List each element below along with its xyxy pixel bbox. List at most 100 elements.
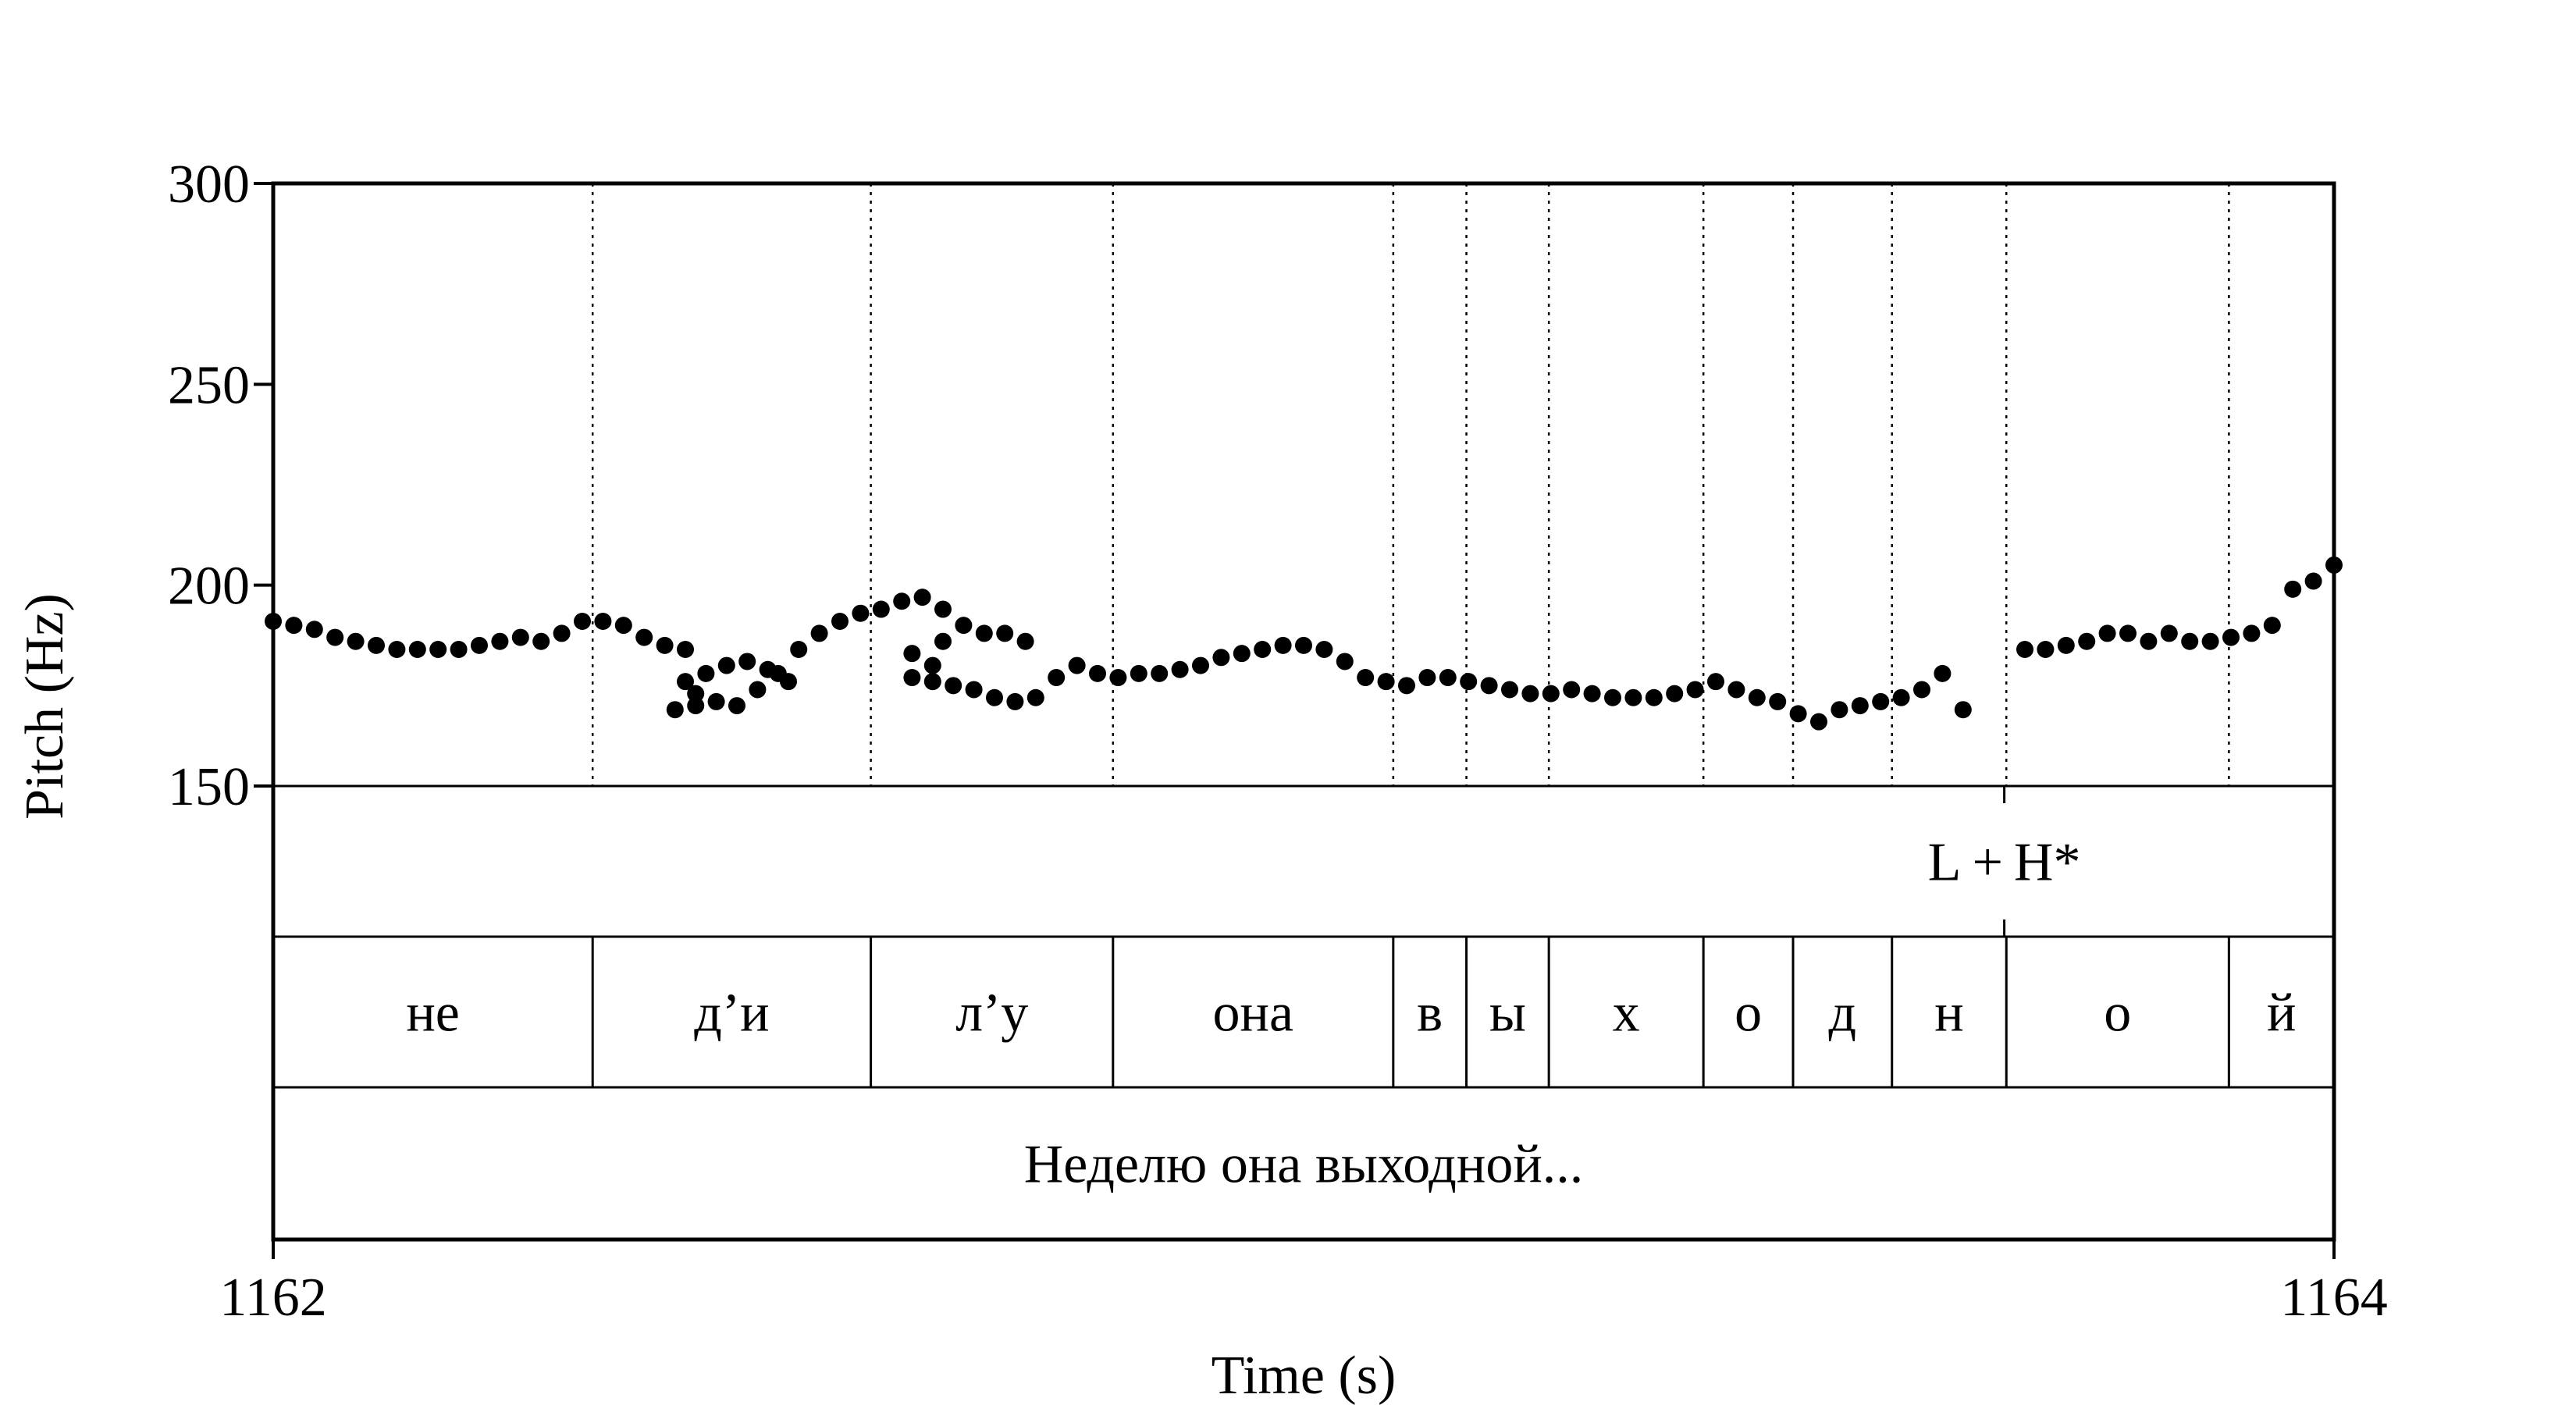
pitch-point: [872, 600, 890, 618]
pitch-point: [738, 653, 756, 670]
pitch-point: [707, 692, 725, 710]
pitch-point: [614, 617, 632, 635]
pitch-point: [913, 589, 931, 606]
pitch-point: [769, 664, 787, 682]
pitch-point: [697, 664, 715, 682]
pitch-point: [717, 656, 735, 674]
pitch-point: [1254, 641, 1272, 659]
pitch-point: [1016, 632, 1034, 650]
pitch-point: [677, 673, 694, 691]
pitch-point: [408, 641, 426, 659]
pitch-point: [1624, 688, 1642, 706]
pitch-point: [1192, 656, 1209, 674]
pitch-point: [790, 641, 808, 659]
pitch-point: [728, 697, 745, 715]
pitch-point: [934, 632, 952, 650]
pitch-point: [2119, 624, 2137, 642]
pitch-point: [1336, 653, 1354, 670]
pitch-point: [1810, 713, 1827, 731]
pitch-point: [574, 612, 591, 630]
x-axis-label: Time (s): [1212, 1346, 1397, 1405]
pitch-point: [1604, 688, 1621, 706]
pitch-point: [368, 636, 385, 654]
pitch-point: [1521, 685, 1539, 702]
pitch-point: [975, 624, 993, 642]
pitch-point: [903, 669, 921, 687]
pitch-point: [1295, 636, 1312, 654]
pitch-point: [1851, 697, 1869, 715]
pitch-point: [1212, 649, 1230, 667]
segment-label: й: [2267, 984, 2296, 1044]
pitch-point: [1645, 688, 1663, 706]
pitch-point: [955, 617, 973, 635]
x-tick-label: 1164: [2280, 1268, 2387, 1328]
pitch-point: [1089, 664, 1106, 682]
pitch-point: [553, 624, 571, 642]
pitch-point: [986, 688, 1003, 706]
pitch-point: [831, 612, 849, 630]
segment-label: ы: [1489, 984, 1526, 1044]
pitch-point: [1233, 645, 1251, 663]
tone-label: L + H*: [1928, 833, 2081, 893]
pitch-point: [903, 645, 921, 663]
pitch-point: [923, 656, 941, 674]
y-tick-label: 150: [168, 757, 250, 817]
pitch-point: [2098, 624, 2116, 642]
pitch-point: [2304, 572, 2322, 590]
plot-frame: [271, 181, 2336, 1242]
pitch-point: [532, 632, 550, 650]
pitch-point: [1315, 641, 1333, 659]
segment-label: о: [1735, 984, 1762, 1044]
pitch-point: [1583, 685, 1601, 702]
pitch-point: [1398, 677, 1415, 695]
pitch-point: [965, 681, 983, 699]
pitch-point: [1913, 681, 1930, 699]
pitch-point: [666, 701, 684, 719]
pitch-point: [1707, 673, 1724, 691]
pitch-point: [996, 624, 1014, 642]
pitch-point: [2284, 580, 2302, 598]
pitch-point: [2037, 641, 2055, 659]
pitch-point: [285, 617, 303, 635]
pitch-point: [326, 628, 344, 646]
pitch-point: [2222, 628, 2240, 646]
sentence-label: Неделю она выходной...: [1024, 1135, 1584, 1195]
pitch-point: [1274, 636, 1292, 654]
segment-label: н: [1934, 984, 1963, 1044]
pitch-point: [1377, 673, 1395, 691]
pitch-point: [1954, 701, 1972, 719]
segment-label: д’и: [694, 984, 769, 1044]
pitch-point: [1831, 701, 1848, 719]
pitch-point: [1872, 692, 1890, 710]
pitch-point: [852, 604, 870, 622]
pitch-point: [1439, 669, 1457, 687]
segment-label: о: [2104, 984, 2131, 1044]
pitch-point: [388, 641, 406, 659]
pitch-point: [1130, 664, 1147, 682]
pitch-point: [511, 628, 529, 646]
segment-label: х: [1613, 984, 1640, 1044]
pitch-point: [2181, 632, 2199, 650]
segment-label: она: [1213, 984, 1294, 1044]
pitch-point: [594, 612, 612, 630]
pitch-point: [923, 673, 941, 691]
pitch-point: [1501, 681, 1518, 699]
pitch-point: [1727, 681, 1745, 699]
segment-label: л’у: [955, 984, 1028, 1044]
pitch-point: [2243, 624, 2261, 642]
pitch-point: [934, 600, 952, 618]
pitch-point: [471, 636, 488, 654]
pitch-point: [677, 641, 694, 659]
pitch-point: [656, 636, 674, 654]
pitch-point: [2057, 636, 2075, 654]
pitch-point: [1026, 688, 1044, 706]
pitch-point: [687, 697, 705, 715]
pitch-point: [1542, 685, 1560, 702]
y-tick-label: 200: [168, 557, 250, 617]
pitch-point: [1109, 669, 1127, 687]
pitch-point: [1460, 673, 1478, 691]
pitch-point: [429, 641, 447, 659]
pitch-point: [1686, 681, 1704, 699]
pitch-point: [635, 628, 653, 646]
segment-label: д: [1829, 984, 1857, 1044]
